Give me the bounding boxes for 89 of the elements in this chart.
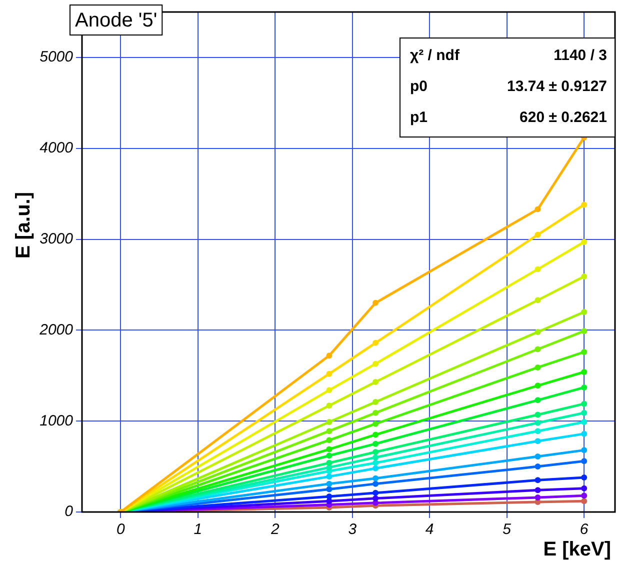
x-tick-label: 1 — [194, 521, 202, 538]
point — [534, 494, 541, 500]
point — [326, 486, 332, 492]
y-tick-label: 5000 — [40, 48, 74, 66]
x-tick-label: 0 — [116, 521, 126, 538]
point — [326, 419, 332, 425]
x-tick-label: 5 — [502, 521, 512, 538]
point — [372, 379, 379, 385]
annotation: 13.74 ± 0.9127 — [507, 78, 607, 96]
point — [581, 474, 588, 480]
point — [534, 266, 541, 272]
point — [581, 485, 588, 492]
point — [326, 494, 332, 500]
point — [372, 460, 379, 466]
point — [534, 438, 541, 444]
point — [534, 382, 541, 389]
y-axis-title: E [a.u.] — [12, 192, 35, 259]
point — [581, 202, 588, 208]
point — [372, 432, 379, 438]
point — [581, 492, 588, 499]
point — [372, 454, 379, 460]
point — [581, 458, 588, 464]
point — [581, 309, 588, 315]
point — [534, 397, 541, 404]
point — [372, 449, 379, 455]
point — [581, 419, 588, 425]
x-tick-label: 2 — [270, 521, 280, 538]
point — [534, 428, 541, 434]
point — [326, 480, 332, 487]
point — [581, 274, 588, 280]
annotation: χ² / ndf — [410, 47, 460, 64]
point — [534, 206, 541, 212]
point — [372, 475, 379, 482]
point — [581, 447, 588, 454]
point — [326, 446, 332, 452]
point — [534, 346, 541, 352]
point — [326, 460, 332, 466]
point — [581, 498, 588, 504]
point — [326, 452, 332, 459]
point — [326, 370, 332, 377]
point — [372, 495, 379, 502]
point — [534, 364, 541, 370]
point — [581, 239, 588, 245]
x-tick-label: 6 — [580, 521, 589, 538]
point — [581, 430, 588, 437]
point — [372, 465, 379, 472]
point — [534, 412, 541, 418]
annotation: 620 ± 0.2621 — [520, 109, 607, 126]
point — [326, 437, 332, 444]
point — [372, 490, 379, 496]
point — [581, 369, 588, 375]
y-tick-label: 3000 — [40, 230, 74, 248]
point — [534, 232, 541, 238]
x-tick-label: 4 — [425, 521, 434, 538]
y-tick-label: 0 — [64, 503, 74, 520]
chart-title: Anode '5' — [75, 10, 158, 32]
point — [581, 410, 588, 416]
point — [372, 340, 379, 346]
point — [534, 464, 541, 470]
point — [372, 420, 379, 427]
annotation: p1 — [410, 109, 428, 126]
point — [534, 477, 541, 484]
point — [534, 487, 541, 494]
point — [326, 352, 332, 359]
point — [372, 300, 379, 306]
point — [372, 360, 379, 367]
point — [372, 399, 379, 405]
point — [372, 480, 379, 487]
annotation: p0 — [410, 78, 428, 96]
point — [534, 454, 541, 460]
point — [326, 402, 332, 409]
point — [534, 329, 541, 335]
y-tick-label: 4000 — [40, 140, 74, 157]
point — [534, 420, 541, 426]
point — [372, 410, 379, 416]
y-tick-label: 1000 — [40, 412, 74, 430]
point — [534, 297, 541, 304]
point — [581, 400, 588, 407]
x-axis-title: E [keV] — [543, 538, 611, 561]
point — [372, 440, 379, 447]
point — [326, 474, 332, 480]
point — [581, 328, 588, 334]
annotation: 1140 / 3 — [554, 47, 607, 64]
point — [326, 428, 332, 434]
x-tick-label: 3 — [348, 521, 358, 538]
point — [326, 387, 332, 394]
point — [581, 349, 588, 355]
y-tick-label: 2000 — [38, 321, 74, 338]
point — [581, 384, 588, 390]
